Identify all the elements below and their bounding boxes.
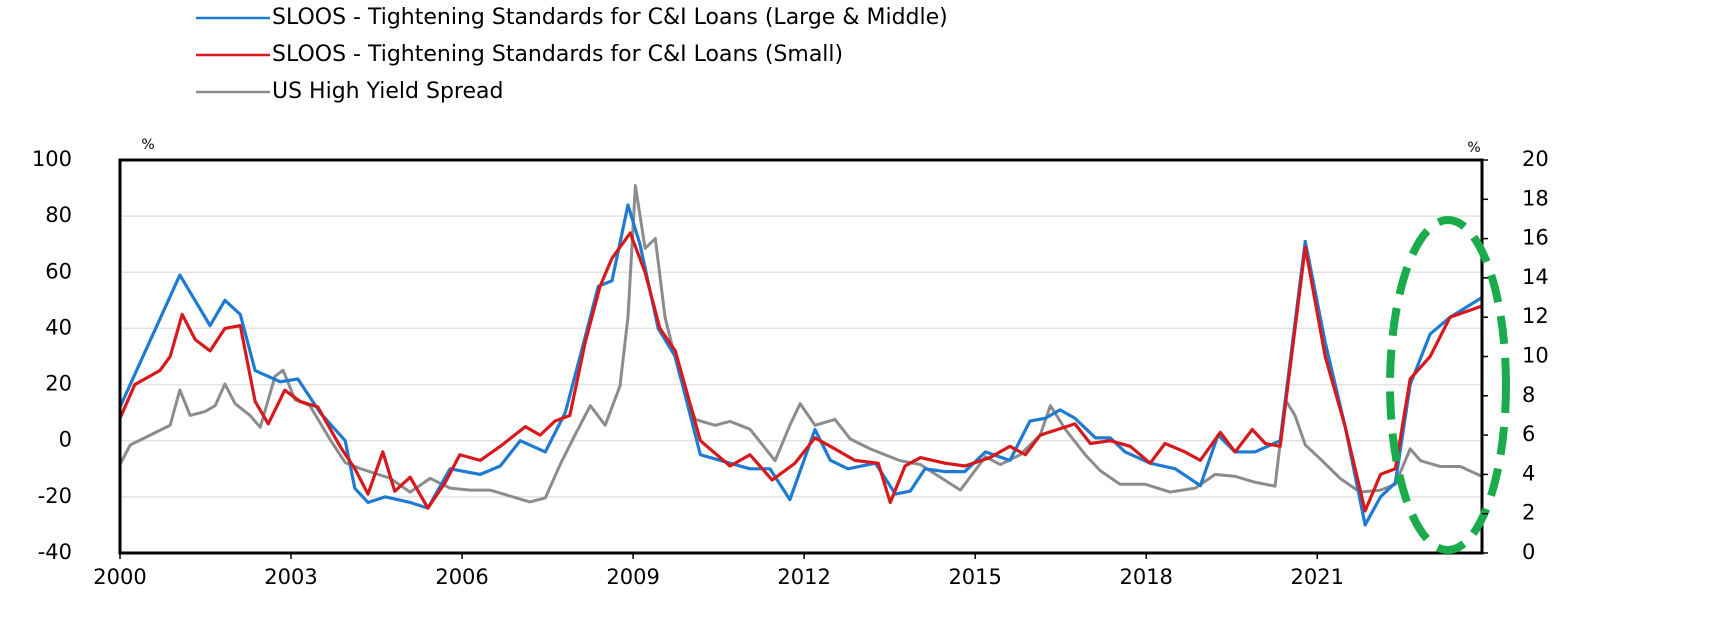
grid [120, 159, 1482, 554]
y2-tick-label: 14 [1522, 265, 1549, 289]
legend-label: SLOOS - Tightening Standards for C&I Loa… [272, 5, 948, 30]
y2-tick-label: 6 [1522, 422, 1535, 446]
y-tick-label: 0 [59, 428, 72, 452]
y2-tick-label: 0 [1522, 540, 1535, 564]
y-tick-label: 100 [32, 147, 72, 171]
legend-label: US High Yield Spread [272, 79, 503, 104]
y-axis-unit: % [141, 137, 154, 153]
y2-tick-label: 20 [1522, 147, 1549, 171]
plot-frame [118, 158, 1484, 555]
y-tick-label: 40 [45, 315, 72, 339]
y2-tick-label: 4 [1522, 461, 1535, 485]
x-tick-label: 2003 [264, 565, 317, 589]
x-tick-label: 2012 [777, 565, 830, 589]
y2-tick-label: 18 [1522, 186, 1549, 210]
y-tick-label: 20 [45, 372, 72, 396]
y-tick-label: -40 [38, 540, 72, 564]
y2-tick-label: 10 [1522, 344, 1549, 368]
lines [118, 184, 1483, 527]
x-tick-label: 2018 [1119, 565, 1172, 589]
x-tick-label: 2006 [435, 565, 488, 589]
y2-tick-label: 12 [1522, 304, 1549, 328]
highlight-ellipse [1386, 216, 1510, 554]
series-line [118, 203, 1483, 527]
x-tick-label: 2021 [1291, 565, 1344, 589]
x-tick-label: 2000 [93, 565, 146, 589]
y2-tick-label: 8 [1522, 383, 1535, 407]
y2-tick-label: 16 [1522, 226, 1549, 250]
y-tick-label: 60 [45, 259, 72, 283]
y-tick-label: 80 [45, 203, 72, 227]
y-tick-label: -20 [38, 484, 72, 508]
legend-label: SLOOS - Tightening Standards for C&I Loa… [272, 42, 843, 67]
series-line [118, 184, 1483, 504]
y2-axis-unit: % [1467, 140, 1480, 156]
x-tick-label: 2009 [606, 565, 659, 589]
x-tick-label: 2015 [948, 565, 1001, 589]
y2-tick-label: 2 [1522, 501, 1535, 525]
series-line [118, 231, 1483, 513]
